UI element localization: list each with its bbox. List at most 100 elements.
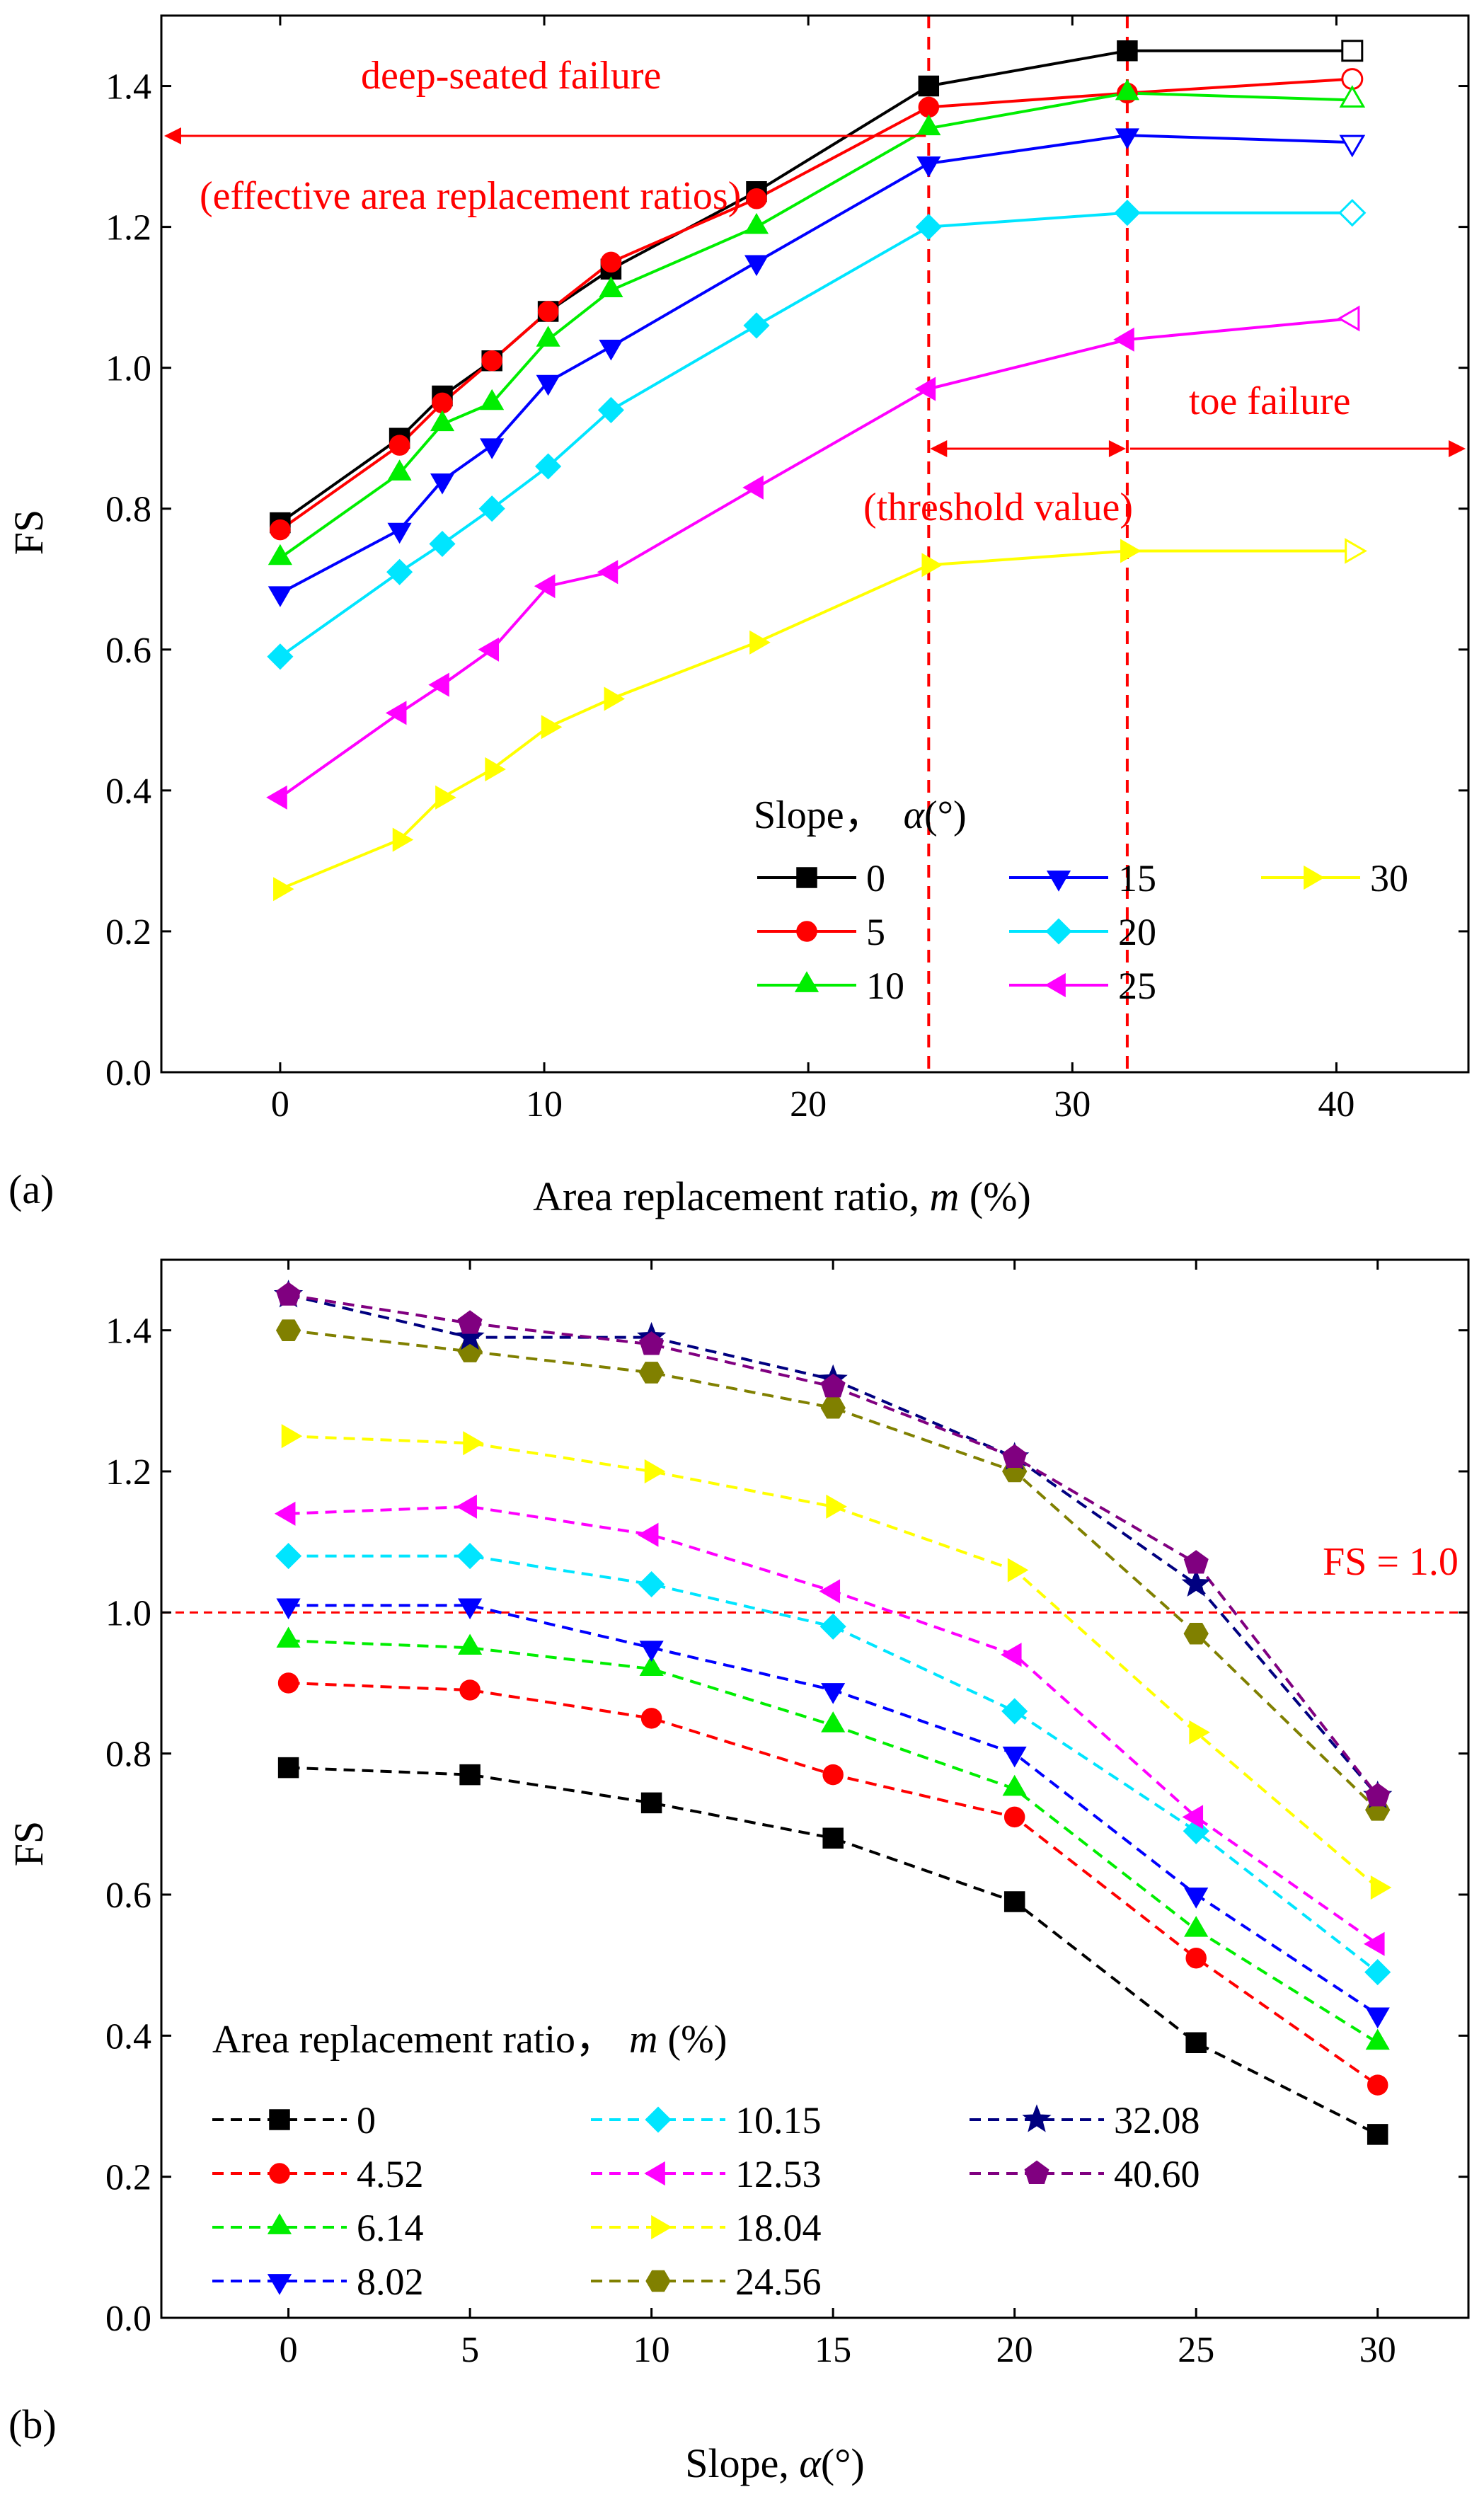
- panel-label-b: (b): [8, 2401, 57, 2447]
- legend-marker-10: [794, 971, 819, 992]
- y-tick-label: 0.8: [105, 490, 151, 530]
- data-point-5-7: [918, 96, 940, 118]
- data-point-25-9: [1337, 305, 1360, 332]
- data-point-12-53-6: [1363, 1931, 1385, 1956]
- series-line-25: [279, 317, 1352, 799]
- reference-label-fs1: FS = 1.0: [1323, 1540, 1459, 1584]
- legend-marker-4-52: [269, 2163, 290, 2184]
- data-point-40-60-3: [820, 1373, 846, 1398]
- data-point-25-1: [385, 701, 407, 725]
- data-point-8-02-4: [1002, 1746, 1027, 1768]
- legend-title-a: Slope， α(°): [754, 793, 967, 837]
- data-point-5-1: [389, 435, 410, 456]
- data-point-0-9: [1341, 40, 1364, 62]
- legend-marker-8-02: [267, 2274, 292, 2295]
- data-point-20-9: [1338, 199, 1367, 227]
- data-point-10-15-4: [1001, 1698, 1028, 1725]
- data-point-18-04-4: [1007, 1558, 1029, 1582]
- data-point-5-0: [270, 519, 291, 541]
- legend-label-25: 25: [1118, 965, 1156, 1007]
- data-point-10-7: [916, 114, 941, 136]
- panel-a: 0 10 20 30 40 0.0 0.2 0.4 0.6 0.8 1.0 1.2 1.4 deep-s…: [6, 14, 1470, 1219]
- legend-title-b: Area replacement ratio， m (%): [212, 2018, 727, 2062]
- data-point-18-04-3: [826, 1494, 847, 1519]
- xlabel-a: Area replacement ratio, m (%): [533, 1173, 1031, 1219]
- data-point-4-52-6: [1367, 2074, 1388, 2096]
- data-point-20-0: [267, 643, 294, 670]
- data-point-4-52-1: [459, 1679, 481, 1701]
- y-tick-label: 0.4: [105, 2016, 151, 2057]
- y-tick-label: 0.0: [105, 1053, 151, 1093]
- series-line-5: [279, 77, 1352, 532]
- data-point-8-02-5: [1184, 1888, 1209, 1909]
- data-point-15-7: [916, 156, 941, 178]
- data-point-24-56-2: [638, 1362, 665, 1384]
- data-point-8-02-6: [1365, 2007, 1390, 2029]
- y-tick-label: 0.2: [105, 912, 151, 953]
- data-point-20-6: [743, 312, 770, 339]
- data-point-20-4: [535, 453, 562, 480]
- data-point-30-7: [921, 553, 943, 578]
- data-point-6-14-1: [457, 1633, 483, 1655]
- legend-marker-12-53: [644, 2161, 665, 2186]
- data-point-4-52-0: [277, 1672, 299, 1694]
- arrowhead-threshold-left: [930, 440, 948, 457]
- data-point-10-5: [599, 276, 623, 298]
- data-point-40-60-4: [1002, 1444, 1028, 1468]
- data-point-12-53-2: [637, 1522, 659, 1547]
- data-point-20-5: [597, 396, 624, 423]
- legend-label-12-53: 12.53: [735, 2153, 822, 2195]
- x-tick-label: 10: [526, 1084, 563, 1125]
- legend-label-24-56: 24.56: [735, 2260, 822, 2303]
- data-point-15-5: [599, 339, 623, 361]
- legend-label-0: 0: [866, 857, 885, 900]
- data-point-15-1: [387, 522, 412, 544]
- data-point-0-8: [1117, 40, 1138, 62]
- data-point-6-14-6: [1365, 2028, 1390, 2050]
- legend-label-5: 5: [866, 911, 885, 953]
- data-point-6-14-0: [276, 1626, 301, 1648]
- data-point-12-53-1: [456, 1494, 477, 1519]
- data-point-25-2: [428, 672, 449, 697]
- legend-marker-40-60: [1024, 2160, 1049, 2184]
- data-point-25-4: [534, 574, 556, 599]
- data-point-12-53-3: [819, 1579, 841, 1604]
- x-tick-label: 5: [461, 2330, 479, 2370]
- data-point-25-0: [266, 785, 287, 810]
- legend-label-15: 15: [1118, 857, 1156, 900]
- data-point-25-7: [914, 377, 936, 401]
- y-tick-label: 0.6: [105, 631, 151, 671]
- data-point-20-7: [915, 214, 942, 241]
- legend-marker-25: [1045, 972, 1066, 998]
- data-point-40-60-0: [276, 1282, 301, 1306]
- data-point-18-04-2: [644, 1459, 666, 1484]
- data-point-15-6: [744, 255, 769, 277]
- legend-marker-10-15: [645, 2106, 672, 2133]
- data-point-40-60-6: [1365, 1783, 1391, 1807]
- data-point-5-6: [746, 188, 767, 209]
- series-line-30: [280, 549, 1352, 891]
- data-point-12-53-0: [274, 1501, 296, 1526]
- data-point-20-2: [429, 530, 456, 558]
- series-line-15: [279, 134, 1352, 594]
- xlabel-b: Slope, α(°): [685, 2440, 864, 2486]
- x-tick-label: 10: [633, 2330, 670, 2370]
- legend-marker-32-08: [1022, 2104, 1052, 2132]
- data-point-40-60-5: [1183, 1550, 1209, 1574]
- data-point-0-1: [459, 1764, 481, 1786]
- data-point-15-0: [268, 586, 293, 607]
- data-point-10-4: [536, 326, 560, 347]
- data-point-25-5: [597, 560, 619, 585]
- data-point-20-3: [478, 495, 505, 522]
- data-point-10-15-3: [819, 1613, 846, 1640]
- annotations-a: deep-seated failure (effective area repl…: [164, 54, 1466, 529]
- data-point-8-02-0: [276, 1598, 301, 1620]
- data-point-30-4: [541, 715, 563, 740]
- data-point-30-5: [604, 686, 626, 711]
- data-point-10-15-0: [275, 1543, 302, 1570]
- data-point-0-2: [640, 1792, 662, 1814]
- legend-label-32-08: 32.08: [1114, 2099, 1200, 2142]
- y-tick-label: 1.0: [105, 349, 151, 389]
- y-tick-label: 1.0: [105, 1593, 151, 1633]
- ylabel-a: FS: [6, 510, 52, 556]
